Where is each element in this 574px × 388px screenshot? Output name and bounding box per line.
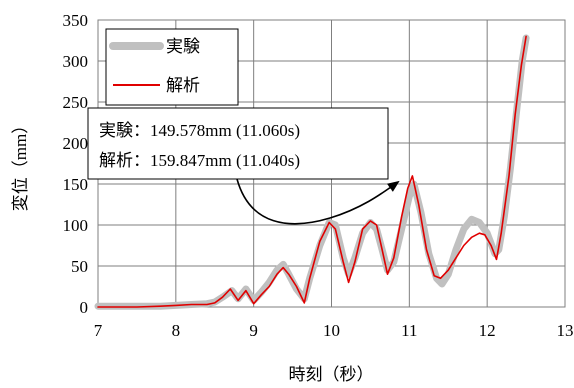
x-axis-label: 時刻（秒）: [289, 365, 374, 384]
peak-annotation: 実験：149.578mm (11.060s) 解析：159.847mm (11.…: [87, 107, 400, 225]
series-line-analysis: [97, 35, 527, 308]
legend: 実験 解析: [105, 28, 239, 106]
y-axis-label: 変位（mm）: [11, 117, 30, 211]
y-tick-labels: 0 50 100 150 200 250 300 350: [63, 11, 89, 317]
legend-label-experiment: 実験: [166, 37, 200, 56]
x-tick-label: 7: [94, 321, 103, 340]
x-tick-labels: 7 8 9 10 11 12 13: [94, 321, 574, 340]
x-tick-label: 12: [479, 321, 496, 340]
legend-label-analysis: 解析: [166, 76, 200, 95]
annotation-arrow: [236, 178, 400, 225]
annotation-line-analysis: 解析：159.847mm (11.040s): [99, 151, 300, 170]
y-tick-label: 350: [63, 11, 89, 30]
annotation-line-experiment: 実験：149.578mm (11.060s): [99, 121, 300, 140]
series-lines: [94, 34, 530, 310]
y-tick-label: 200: [63, 134, 89, 153]
x-tick-label: 11: [401, 321, 417, 340]
y-tick-label: 300: [63, 52, 89, 71]
y-tick-label: 0: [80, 298, 89, 317]
x-tick-label: 10: [323, 321, 340, 340]
y-tick-label: 250: [63, 93, 89, 112]
y-tick-label: 100: [63, 216, 89, 235]
legend-box: [105, 28, 239, 106]
x-tick-label: 9: [249, 321, 258, 340]
annotation-box: [87, 107, 389, 180]
x-tick-label: 8: [172, 321, 181, 340]
y-tick-label: 150: [63, 175, 89, 194]
x-tick-label: 13: [557, 321, 574, 340]
y-tick-label: 50: [71, 257, 88, 276]
